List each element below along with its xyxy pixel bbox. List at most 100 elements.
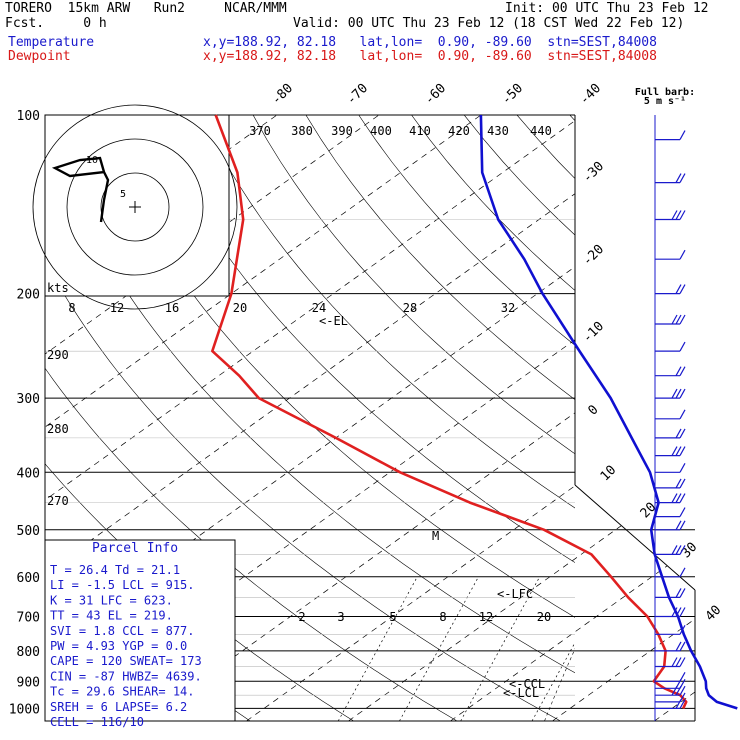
pressure-label: 300: [17, 392, 40, 407]
mixing-ratio-label: 8: [439, 610, 446, 624]
level-marker: <-LFC: [497, 587, 533, 601]
parcel-info-row: SVI = 1.8 CCL = 877.: [50, 624, 195, 638]
isotherm-label: -60: [422, 81, 449, 108]
parcel-info-row: CELL = 116/10: [50, 715, 144, 729]
wind-barb: [655, 567, 686, 578]
full-barb-unit: 5 m s⁻¹: [644, 96, 686, 107]
isotherm-label: -30: [580, 159, 607, 186]
theta-label: 400: [370, 124, 392, 138]
mixing-ratio-label: 2: [298, 610, 305, 624]
wind-barb: [655, 685, 686, 696]
location-line-temperature: x,y=188.92, 82.18 lat,lon= 0.90, -89.60 …: [203, 35, 657, 50]
isotherm-label: -10: [580, 319, 607, 346]
frame-diagonal: [574, 484, 696, 591]
wind-barb: [655, 446, 686, 457]
hodograph-ring: [32, 104, 238, 310]
pressure-label: 200: [17, 288, 40, 303]
wind-barb: [655, 210, 686, 221]
parcel-info-frame: [44, 539, 236, 722]
dry-adiabat-line: [305, 115, 575, 400]
wind-barb: [655, 366, 686, 377]
isotherm-label: -20: [580, 242, 607, 269]
isotherm-line: [144, 115, 695, 721]
dry-adiabat-label: 270: [47, 494, 69, 508]
wind-barb: [655, 463, 686, 473]
wind-barb: [655, 249, 686, 260]
wind-barb: [655, 478, 686, 489]
wind-barb: [655, 699, 686, 709]
wind-barb: [655, 493, 686, 504]
pressure-label: 700: [17, 611, 40, 626]
dewpoint-line: [211, 114, 688, 709]
valid-time: Valid: 00 UTC Thu 23 Feb 12 (18 CST Wed …: [293, 16, 685, 31]
parcel-info-row: TT = 43 EL = 219.: [50, 609, 173, 623]
temperature-line: [479, 114, 738, 710]
pressure-label: 900: [17, 675, 40, 690]
hodograph-frame: [44, 114, 230, 297]
parcel-info-box: Parcel Info T = 26.4 Td = 21.1LI = -1.5 L…: [44, 539, 236, 729]
legend-dewpoint: Dewpoint: [8, 49, 71, 64]
dry-adiabat-line: [516, 115, 575, 180]
parcel-info-row: PW = 4.93 YGP = 0.0: [50, 639, 187, 653]
mixing-ratio-label: 5: [389, 610, 396, 624]
isotherm-label: -40: [577, 81, 604, 108]
dry-adiabat-line: [252, 115, 575, 455]
wind-barb: [655, 173, 686, 184]
isotherm-line: [45, 115, 482, 721]
wind-barb: [655, 284, 686, 295]
model-title: TORERO 15km ARW Run2 NCAR/MMM: [5, 1, 287, 16]
parcel-info-row: SREH = 6 LAPSE= 6.2: [50, 700, 187, 714]
level-marker: M: [432, 529, 439, 543]
isotherm-label: 10: [598, 463, 620, 485]
mixing-ratio-label: 12: [479, 610, 493, 624]
init-time: Init: 00 UTC Thu 23 Feb 12: [505, 1, 709, 16]
pressure-label: 500: [17, 524, 40, 539]
hodograph-ring: [66, 138, 204, 276]
parcel-info-row: K = 31 LFC = 623.: [50, 593, 173, 607]
mixing-ratio-line: [399, 576, 479, 721]
mixing-ratio-label: 3: [337, 610, 344, 624]
dry-adiabat-label: 290: [47, 348, 69, 362]
wind-barb: [655, 520, 686, 531]
mixing-ratio-line: [593, 577, 672, 721]
wind-barb: [655, 545, 686, 555]
legend-temperature: Temperature: [8, 35, 95, 50]
full-barb-label: Full barb:: [635, 87, 695, 98]
theta-label: 380: [291, 124, 313, 138]
parcel-info-row: LI = -1.5 LCL = 915.: [50, 578, 195, 592]
theta-label: 410: [409, 124, 431, 138]
wind-barb: [655, 625, 686, 635]
pressure-label: 100: [17, 109, 40, 124]
hodograph-ring-label: 5: [120, 189, 126, 200]
theta-label: 420: [448, 124, 470, 138]
mixing-ratio-line: [665, 577, 740, 721]
mixing-ratio-label: 20: [537, 610, 551, 624]
dry-adiabat-line: [728, 115, 740, 721]
level-marker: <-CCL: [509, 677, 545, 691]
dry-adiabat-line: [45, 123, 575, 674]
theta-label: 390: [331, 124, 353, 138]
wind-barb: [655, 607, 686, 618]
isotherm-label: -50: [499, 81, 526, 108]
theta-e-label: 16: [165, 301, 179, 315]
theta-e-label: 8: [68, 301, 75, 315]
location-line-dewpoint: x,y=188.92, 82.18 lat,lon= 0.90, -89.60 …: [203, 49, 657, 64]
hodograph-unit: kts: [47, 281, 69, 295]
moist-adiabat-line: [586, 294, 740, 721]
isotherm-label: -80: [269, 81, 296, 108]
theta-e-label: 24: [312, 301, 326, 315]
forecast-hour: Fcst. 0 h: [5, 16, 107, 31]
isotherm-line: [45, 115, 686, 721]
pressure-label: 400: [17, 466, 40, 481]
isotherm-line: [45, 115, 695, 721]
theta-label: 440: [530, 124, 552, 138]
moist-adiabat-line: [668, 294, 740, 721]
dry-adiabat-line: [675, 115, 740, 721]
parcel-info-row: CAPE = 120 SWEAT= 173: [50, 654, 202, 668]
theta-e-label: 28: [403, 301, 417, 315]
wind-barb: [655, 130, 686, 141]
theta-e-label: 20: [233, 301, 247, 315]
hodograph-ring: [100, 172, 170, 242]
parcel-info-row: T = 26.4 Td = 21.1: [50, 563, 180, 577]
